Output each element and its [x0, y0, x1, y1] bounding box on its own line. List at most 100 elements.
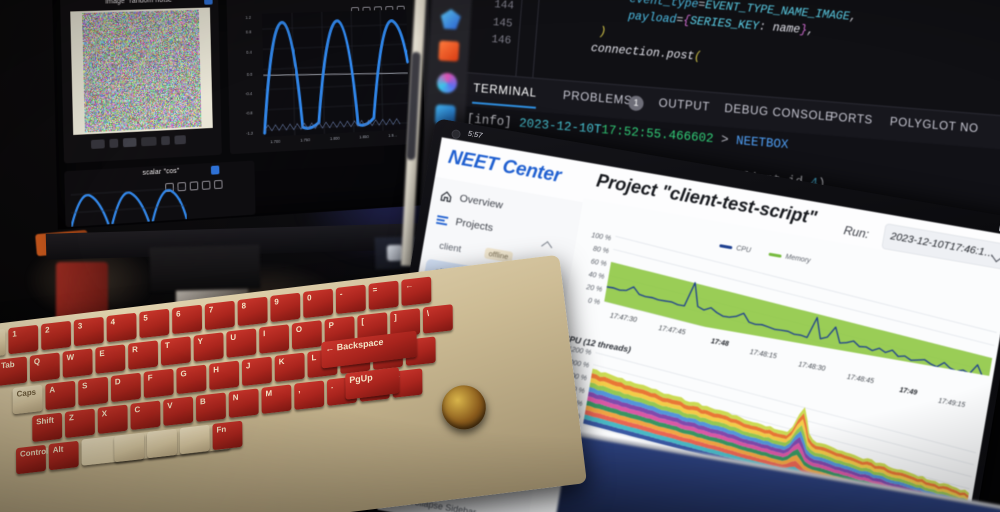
- key-f[interactable]: F: [144, 369, 174, 399]
- key-t[interactable]: T: [161, 336, 191, 366]
- x-tick: 17:48:30: [798, 361, 826, 373]
- home-icon: [439, 188, 454, 203]
- key--[interactable]: ←: [401, 277, 431, 307]
- panel-title: scalar "sin": [226, 0, 413, 2]
- key--[interactable]: ,: [294, 380, 324, 410]
- copy-icon: [214, 180, 223, 189]
- panel-scalar-sin: scalar "sin" 1.2 0.8 0.4: [226, 0, 416, 154]
- svg-text:1.800: 1.800: [330, 136, 340, 141]
- key-5[interactable]: 5: [139, 309, 169, 339]
- panel-scalar-cos: scalar "cos": [64, 161, 255, 228]
- svg-text:1.2: 1.2: [245, 15, 251, 20]
- sidebar-item-projects[interactable]: Projects: [434, 210, 494, 238]
- svg-text:0.8: 0.8: [246, 29, 252, 34]
- key-control[interactable]: Control: [16, 445, 46, 475]
- key-y[interactable]: Y: [194, 332, 224, 362]
- key-caps[interactable]: Caps: [13, 385, 43, 415]
- key-3[interactable]: 3: [74, 317, 104, 347]
- copilot-icon[interactable]: [440, 9, 461, 30]
- expand-icon[interactable]: [211, 165, 220, 174]
- tab-polyglot-notebook[interactable]: POLYGLOT NO: [889, 116, 979, 135]
- key-i[interactable]: I: [259, 324, 289, 354]
- svg-text:1.750: 1.750: [300, 137, 310, 142]
- sidebar-item-label: Overview: [459, 192, 504, 211]
- key-4[interactable]: 4: [107, 313, 137, 343]
- key-8[interactable]: 8: [238, 297, 268, 327]
- key-1[interactable]: 1: [8, 325, 38, 355]
- cos-line-chart: [71, 180, 187, 227]
- external-monitor: image "random noise" scalar "sin": [52, 0, 433, 230]
- extensions-icon[interactable]: [438, 40, 459, 61]
- download-icon: [202, 181, 211, 190]
- y-tick: 80 %: [575, 243, 610, 256]
- key-a[interactable]: A: [45, 381, 75, 411]
- key-0[interactable]: 0: [303, 289, 333, 319]
- key-j[interactable]: J: [242, 357, 272, 387]
- key-c[interactable]: C: [130, 400, 160, 430]
- svg-text:-0.8: -0.8: [246, 110, 253, 115]
- screenshot-root: label image "random noise" scalar "sin": [0, 0, 1000, 512]
- sidebar-item-overview[interactable]: Overview: [438, 186, 504, 215]
- svg-text:-0.4: -0.4: [245, 91, 252, 96]
- key--[interactable]: -: [336, 285, 366, 315]
- tab-problems[interactable]: PROBLEMS: [562, 90, 632, 108]
- key-g[interactable]: G: [176, 365, 206, 395]
- key-n[interactable]: N: [229, 388, 259, 418]
- run-label: Run:: [843, 223, 870, 241]
- key-w[interactable]: W: [63, 348, 93, 378]
- svg-text:0.0: 0.0: [247, 72, 253, 77]
- key--[interactable]: \: [423, 304, 453, 334]
- key-blank[interactable]: [114, 433, 144, 463]
- key-blank[interactable]: [180, 425, 210, 455]
- problems-badge: 1: [628, 95, 644, 111]
- code-text[interactable]: who=IdentityType.CLI, event_type=EVENT_T…: [528, 0, 858, 79]
- tab-terminal[interactable]: TERMINAL: [473, 83, 538, 100]
- svg-text:1.9…: 1.9…: [388, 133, 397, 138]
- key-h[interactable]: H: [209, 361, 239, 391]
- x-tick: 17:47:45: [658, 325, 686, 337]
- key-r[interactable]: R: [128, 340, 158, 370]
- key--[interactable]: =: [369, 281, 399, 311]
- key-2[interactable]: 2: [41, 321, 71, 351]
- key-e[interactable]: E: [95, 344, 125, 374]
- reset-icon: [190, 181, 199, 190]
- key-z[interactable]: Z: [65, 409, 95, 439]
- image-toolbar[interactable]: [91, 135, 186, 149]
- legend-swatch: [768, 253, 781, 258]
- key-esc[interactable]: Esc: [0, 329, 6, 359]
- key-9[interactable]: 9: [270, 293, 300, 323]
- random-noise-image: [82, 10, 201, 133]
- key-x[interactable]: X: [98, 405, 128, 435]
- key-m[interactable]: M: [261, 384, 291, 414]
- x-tick: 17:48:15: [749, 349, 777, 361]
- key-6[interactable]: 6: [172, 305, 202, 335]
- key-7[interactable]: 7: [205, 301, 235, 331]
- svg-text:0.4: 0.4: [246, 50, 252, 55]
- search-chat-icon[interactable]: [437, 72, 458, 93]
- key-v[interactable]: V: [163, 396, 193, 426]
- tab-ports[interactable]: PORTS: [830, 111, 874, 126]
- key-q[interactable]: Q: [30, 352, 60, 382]
- tab-debug-console[interactable]: DEBUG CONSOLE: [724, 103, 834, 124]
- sidebar-item-label: Projects: [455, 216, 494, 234]
- key-b[interactable]: B: [196, 392, 226, 422]
- y-tick: 100 %: [577, 230, 612, 243]
- panel-title: scalar "cos": [64, 163, 254, 181]
- panel-title: image "random noise": [60, 0, 218, 7]
- key-d[interactable]: D: [111, 373, 141, 403]
- line-number-gutter: 142 143 144 145 146: [470, 0, 517, 51]
- sin-line-chart: 1.20.80.4 0.0-0.4-0.8 -1.2 1.700 1.750 1.…: [240, 6, 413, 148]
- key-k[interactable]: K: [275, 353, 305, 383]
- key-tab[interactable]: Tab: [0, 356, 27, 386]
- legend-swatch: [719, 244, 732, 249]
- key-alt[interactable]: Alt: [49, 441, 79, 471]
- key-s[interactable]: S: [78, 377, 108, 407]
- expand-icon[interactable]: [204, 0, 213, 5]
- key-u[interactable]: U: [226, 328, 256, 358]
- key-shift[interactable]: Shift: [32, 413, 62, 443]
- key-blank[interactable]: [147, 429, 177, 459]
- key-o[interactable]: O: [292, 320, 322, 350]
- key-fn[interactable]: Fn: [212, 421, 242, 451]
- tab-output[interactable]: OUTPUT: [658, 98, 710, 114]
- svg-text:1.700: 1.700: [270, 139, 280, 144]
